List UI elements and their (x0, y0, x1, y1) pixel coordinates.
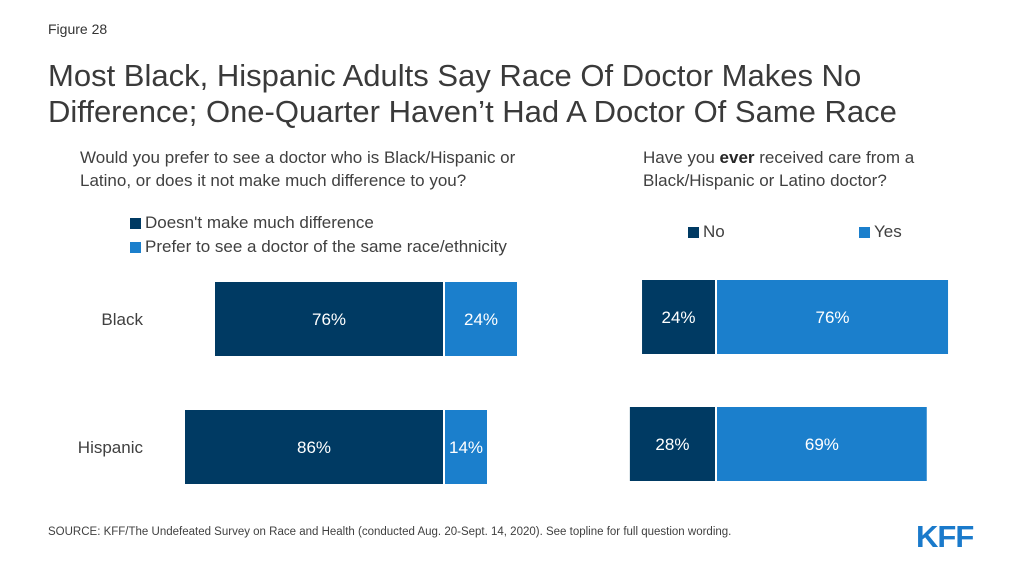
data-label: 24% (464, 310, 498, 329)
left-bar-chart: 76% 24% Black 86% 14% Hispanic (78, 282, 517, 484)
bar-doesn-t-make-much-difference-hispanic (185, 410, 443, 484)
data-label: 86% (297, 438, 331, 457)
bar-no-black (642, 280, 715, 354)
category-label-black: Black (101, 310, 143, 329)
legend-label: No (703, 222, 725, 241)
legend-swatch-dark (130, 217, 141, 229)
category-label-hispanic: Hispanic (78, 438, 144, 457)
legend-label: Prefer to see a doctor of the same race/… (145, 237, 507, 256)
left-question: Would you prefer to see a doctor who is … (80, 148, 516, 190)
kff-logo: KFF (916, 519, 974, 554)
right-question-part-2: received care from a Black/Hispanic or L… (643, 148, 915, 190)
chart-title: Most Black, Hispanic Adults Say Race Of … (48, 58, 897, 129)
legend-item-prefer-same: Prefer to see a doctor of the same race/… (130, 237, 507, 257)
legend-label: Doesn't make much difference (145, 213, 374, 232)
bar-yes-black (717, 280, 949, 354)
legend-item-no: No (688, 222, 725, 242)
bar-yes-hispanic (717, 407, 927, 481)
legend-swatch-light (130, 241, 141, 253)
legend-item-yes: Yes (859, 222, 902, 242)
right-question-part-1: Have you (643, 148, 720, 167)
right-question-emphasis: ever (719, 148, 755, 167)
source-note: SOURCE: KFF/The Undefeated Survey on Rac… (48, 526, 732, 538)
right-question: Have you ever received care from a Black… (643, 146, 973, 192)
legend-item-dont-matter: Doesn't make much difference (130, 213, 374, 233)
legend-label: Yes (874, 222, 902, 241)
data-label: 28% (655, 435, 689, 454)
figure-label: Figure 28 (48, 21, 108, 37)
bar-prefer-to-see-a-doctor-of-the-same-race-ethnicity-black (445, 282, 517, 356)
legend-swatch-light (859, 226, 870, 238)
data-label: 14% (449, 438, 483, 457)
data-label: 69% (805, 435, 839, 454)
data-label: 76% (816, 308, 850, 327)
bar-no-hispanic (629, 407, 715, 481)
bar-doesn-t-make-much-difference-black (215, 282, 443, 356)
bar-prefer-to-see-a-doctor-of-the-same-race-ethnicity-hispanic (445, 410, 487, 484)
legend-swatch-dark (688, 226, 699, 238)
data-label: 24% (662, 308, 696, 327)
data-label: 76% (312, 310, 346, 329)
